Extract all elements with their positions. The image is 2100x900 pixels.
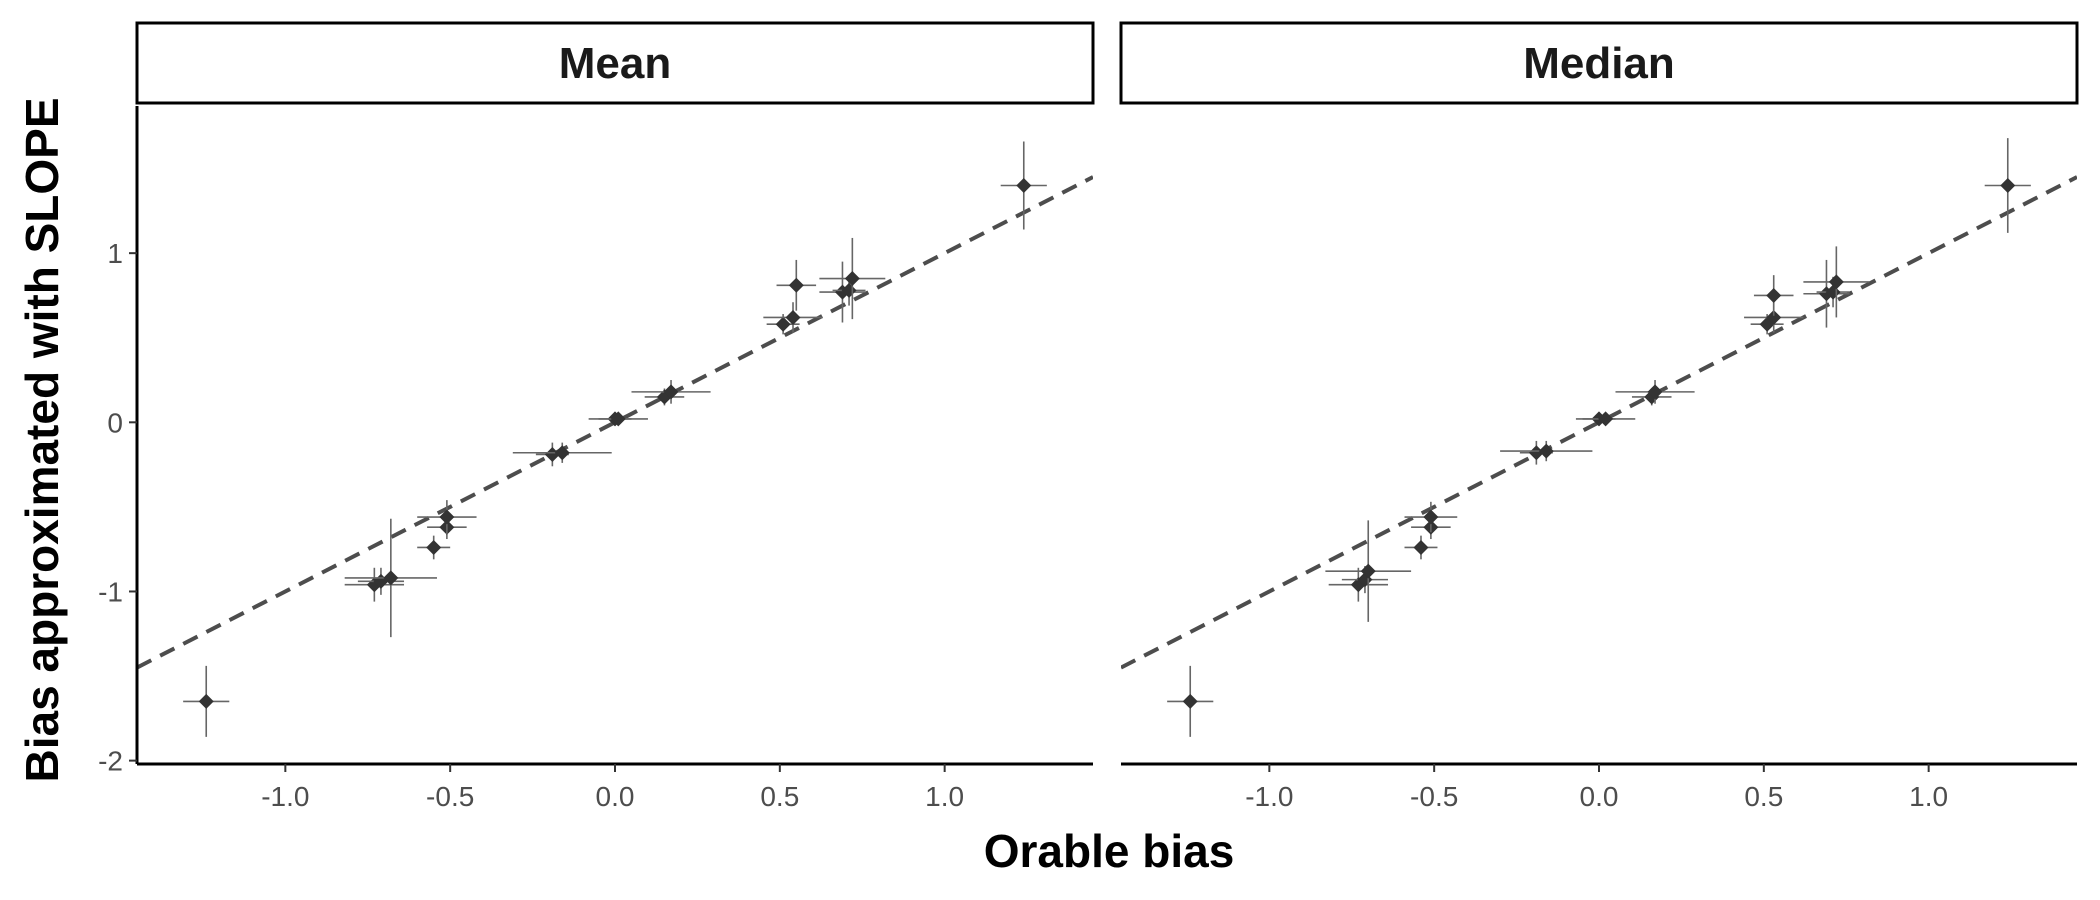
facet-strip-label: Mean	[559, 39, 671, 88]
data-point	[1423, 509, 1439, 525]
x-tick-label: -0.5	[426, 781, 474, 812]
x-tick-label: 1.0	[925, 781, 964, 812]
data-point	[788, 277, 804, 293]
facet-strip-label: Median	[1523, 39, 1675, 88]
data-point	[544, 446, 560, 462]
data-point	[198, 693, 214, 709]
x-tick-label: -1.0	[1245, 781, 1293, 812]
x-tick-label: -1.0	[261, 781, 309, 812]
y-tick-label: 1	[107, 238, 123, 269]
data-point	[383, 570, 399, 586]
data-point	[1598, 411, 1614, 427]
data-point	[775, 316, 791, 332]
data-point	[1360, 563, 1376, 579]
reference-line	[137, 175, 1093, 670]
facet-strip	[1119, 21, 2079, 105]
panel-median: Median -1.0 -0.5 0.0 0.5 1.0	[1119, 21, 2079, 812]
data-point	[1828, 274, 1844, 290]
facet-strip	[135, 21, 1095, 105]
data-point	[1647, 384, 1663, 400]
data-point	[610, 411, 626, 427]
panel-mean: Mean -2 -1 0 1 -1.0 -0.5 0.0 0.5 1.0	[98, 21, 1095, 812]
data-point	[1528, 445, 1544, 461]
x-tick-label: 0.0	[1580, 781, 1619, 812]
data-point	[426, 539, 442, 555]
data-point	[1766, 287, 1782, 303]
y-axis-title: Bias approximated with SLOPE	[16, 97, 68, 782]
data-point	[1538, 443, 1554, 459]
x-axis-title: Orable bias	[984, 825, 1235, 877]
x-tick-label: 0.5	[760, 781, 799, 812]
y-tick-label: -2	[98, 746, 123, 777]
data-point	[785, 309, 801, 325]
x-tick-label: 0.0	[596, 781, 635, 812]
data-point	[1016, 178, 1032, 194]
data-point	[1182, 693, 1198, 709]
y-tick-label: 0	[107, 407, 123, 438]
reference-line	[1121, 175, 2077, 670]
data-point	[844, 271, 860, 287]
y-tick-label: -1	[98, 576, 123, 607]
data-point	[1413, 539, 1429, 555]
x-tick-label: 0.5	[1744, 781, 1783, 812]
data-point	[554, 445, 570, 461]
x-tick-label: 1.0	[1909, 781, 1948, 812]
data-point	[2000, 178, 2016, 194]
data-point	[663, 384, 679, 400]
data-point	[1766, 309, 1782, 325]
data-point	[439, 509, 455, 525]
x-tick-label: -0.5	[1410, 781, 1458, 812]
